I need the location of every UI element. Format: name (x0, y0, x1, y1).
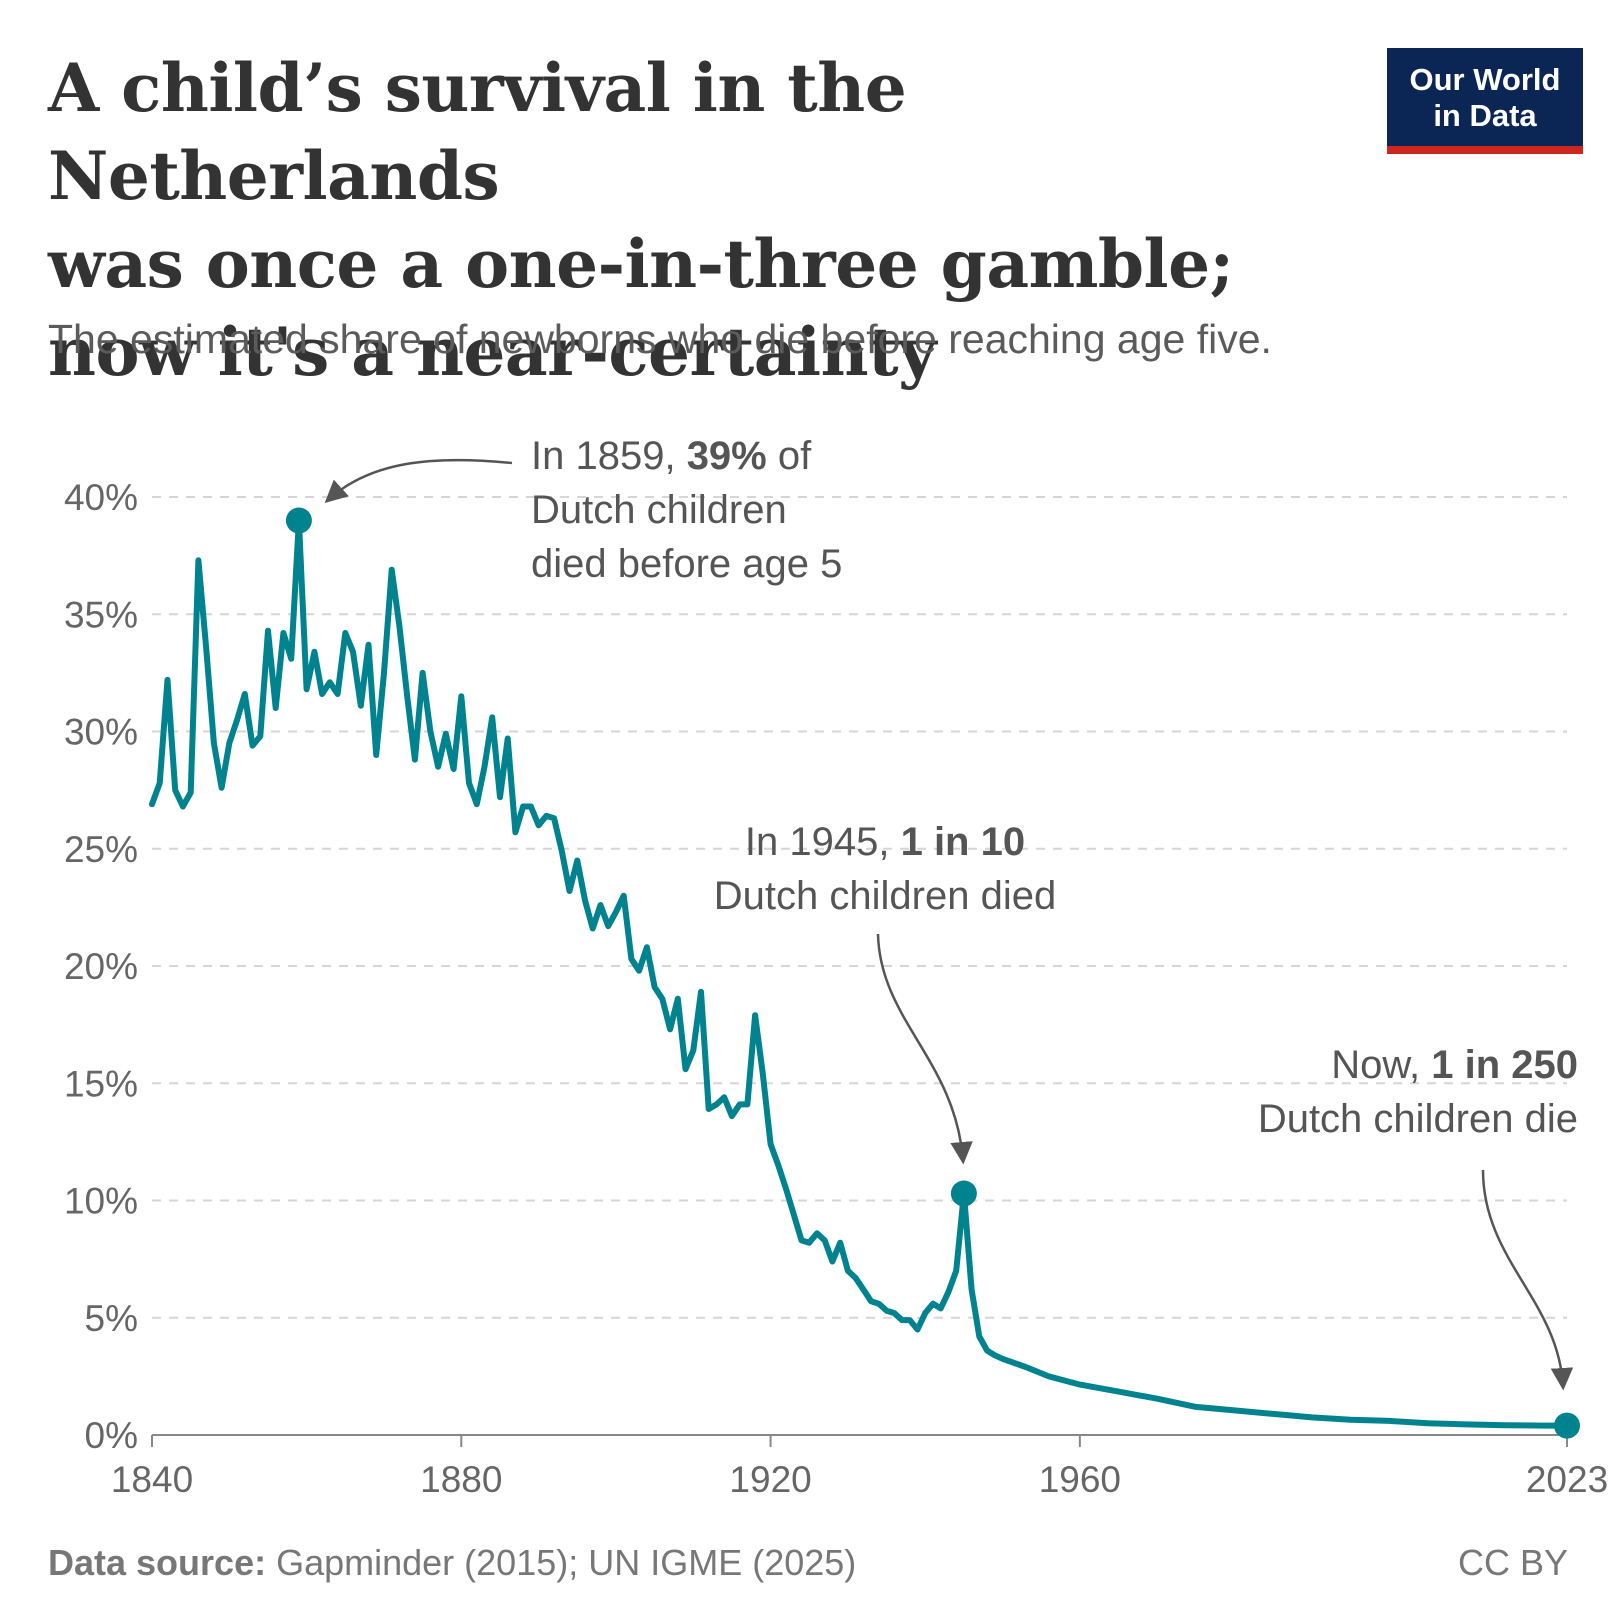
y-tick-label: 15% (64, 1063, 138, 1104)
title-line-2: was once a one-in-three gamble; (48, 225, 1234, 303)
chart-title: A child’s survival in the Netherlands wa… (48, 44, 1308, 396)
axes: 0% 5% 10% 15% 20% 25% 30% 35% 40% 1840 1880 1920 196… (64, 477, 1608, 1500)
y-tick-label: 20% (64, 946, 138, 987)
source-label: Data source: (48, 1542, 267, 1583)
now-arrow (1481, 1169, 1574, 1391)
highlight-point-1945[interactable] (950, 1180, 977, 1207)
series-line-netherlands[interactable] (149, 517, 1570, 1429)
y-tick-label: 35% (64, 594, 138, 635)
peak-annotation-line-1: In 1859, 39% of (531, 434, 812, 478)
y-tick-label: 25% (64, 829, 138, 870)
x-tick-label: 2023 (1526, 1459, 1608, 1500)
y-tick-label: 5% (85, 1298, 138, 1339)
y-tick-label: 40% (64, 477, 138, 518)
title-line-3: now it's a near-certainty (48, 313, 936, 391)
peak-annotation-line-3: died before age 5 (531, 542, 842, 586)
license-link[interactable]: CC BY (1457, 1542, 1568, 1583)
x-tick-label: 1840 (111, 1459, 193, 1500)
war-annotation-line-1: In 1945, 1 in 10 (745, 820, 1025, 864)
peak-annotation-line-2: Dutch children (531, 488, 787, 532)
war-annotation-line-2: Dutch children died (714, 874, 1056, 918)
x-tick-label: 1880 (420, 1459, 502, 1500)
logo-line-2: in Data (1433, 98, 1537, 133)
war-arrow (876, 933, 973, 1165)
data-source: Data source: Gapminder (2015); UN IGME (… (48, 1542, 856, 1584)
source-text: Gapminder (2015); UN IGME (2025) (266, 1542, 857, 1583)
highlight-point-1859[interactable] (285, 507, 312, 534)
y-tick-label: 30% (64, 712, 138, 753)
title-line-1: A child’s survival in the Netherlands (48, 49, 907, 215)
x-tick-label: 1920 (729, 1459, 811, 1500)
now-annotation-line-2: Dutch children die (1258, 1097, 1578, 1141)
peak-arrow (324, 458, 513, 504)
highlight-point-2023[interactable] (1554, 1412, 1580, 1439)
series-layer (149, 507, 1580, 1439)
y-tick-label: 0% (85, 1415, 138, 1456)
gridlines (152, 496, 1567, 1319)
chart-subtitle: The estimated share of newborns who die … (48, 316, 1272, 362)
y-tick-label: 10% (64, 1181, 138, 1222)
peak-annotation: In 1859, 39% of Dutch children died befo… (531, 434, 842, 586)
logo-line-1: Our World (1409, 62, 1561, 97)
war-annotation: In 1945, 1 in 10 Dutch children died (714, 820, 1056, 918)
now-annotation-line-1: Now, 1 in 250 (1331, 1043, 1578, 1087)
x-tick-label: 1960 (1039, 1459, 1121, 1500)
now-annotation: Now, 1 in 250 Dutch children die (1258, 1043, 1578, 1141)
owid-logo[interactable]: Our World in Data (1387, 48, 1583, 154)
